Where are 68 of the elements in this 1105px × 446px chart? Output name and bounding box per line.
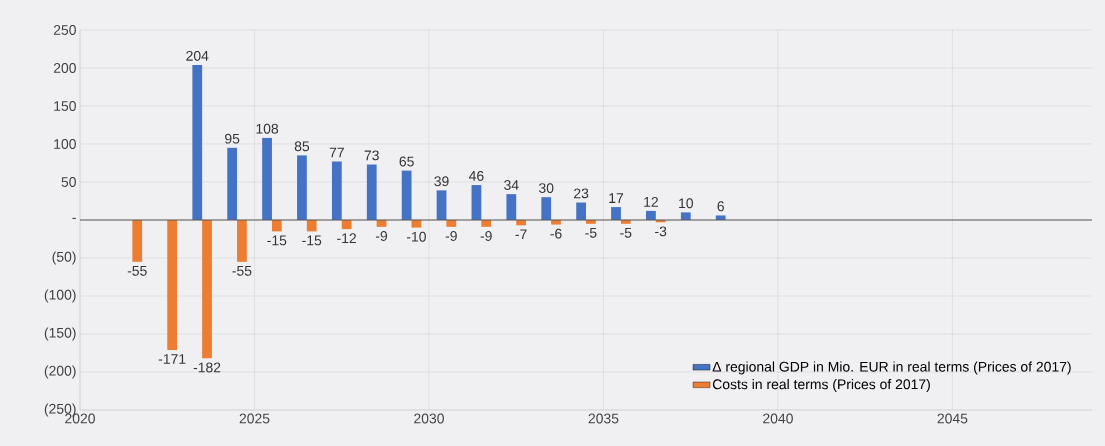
data-label: -5: [620, 227, 632, 238]
y-tick-label: (100): [44, 289, 76, 303]
x-tick-label: 2045: [937, 413, 968, 424]
data-label: 77: [329, 147, 344, 158]
y-tick-label: -: [72, 217, 76, 219]
data-label: 95: [225, 133, 240, 144]
data-label: -9: [480, 231, 492, 241]
data-label: -10: [406, 231, 426, 242]
data-label: 6: [717, 201, 724, 212]
data-label: 10: [679, 198, 694, 209]
y-tick-label: 150: [54, 101, 76, 111]
data-label: -6: [550, 228, 562, 239]
bar: [646, 210, 656, 220]
bar: [436, 190, 447, 220]
bar: [541, 197, 552, 220]
data-label: 204: [186, 50, 209, 61]
data-label: -3: [655, 226, 667, 237]
data-label: 17: [609, 193, 624, 203]
bar: [401, 170, 412, 220]
data-label: 39: [434, 176, 449, 187]
data-label: 30: [538, 183, 554, 194]
data-label: -182: [193, 362, 221, 373]
y-tick-label: (200): [44, 365, 76, 379]
bar: [611, 207, 621, 220]
y-tick-label: 100: [54, 139, 76, 149]
data-label: -9: [445, 231, 457, 241]
data-label: -5: [585, 227, 597, 238]
bar: [271, 220, 282, 232]
bar: [262, 137, 272, 220]
x-tick-label: 2035: [588, 413, 619, 424]
legend-label: Δ regional GDP in Mio. EUR in real terms (Prices of 2017): [712, 361, 1071, 375]
y-tick-label: (150): [44, 327, 76, 341]
bar: [297, 155, 307, 220]
data-label: -15: [302, 235, 322, 246]
bar: [306, 220, 317, 232]
data-label: -9: [375, 231, 388, 241]
data-label: 46: [468, 170, 484, 181]
y-tick-label: (50): [52, 251, 76, 265]
bar: [202, 220, 212, 359]
data-label: -55: [127, 265, 147, 276]
data-label: -15: [267, 235, 287, 246]
x-tick-label: 2025: [239, 413, 270, 424]
bar: [227, 147, 238, 220]
data-label: -12: [337, 233, 356, 244]
bar: [506, 194, 517, 220]
data-label: 23: [574, 188, 589, 199]
data-label: -55: [232, 265, 252, 276]
y-tick-label: 200: [53, 63, 76, 73]
data-label: 108: [256, 123, 279, 134]
bar: [366, 164, 377, 220]
data-label: 65: [399, 156, 414, 167]
data-label: 12: [644, 196, 658, 207]
bar: [132, 220, 143, 262]
legend-label: Costs in real terms (Prices of 2017): [712, 379, 930, 393]
data-label: 34: [504, 180, 519, 190]
data-label: 73: [364, 150, 379, 161]
data-label: 85: [294, 141, 310, 152]
bar: [192, 64, 203, 220]
data-label: -171: [158, 354, 186, 364]
bar: [237, 220, 247, 262]
x-tick-label: 2030: [414, 413, 444, 424]
y-tick-label: 50: [61, 177, 76, 187]
bar: [576, 202, 586, 220]
data-label: -7: [515, 229, 527, 240]
x-tick-label: 2040: [763, 413, 793, 424]
bar: [331, 161, 342, 220]
bar: [167, 220, 178, 350]
y-tick-label: 250: [53, 25, 76, 35]
